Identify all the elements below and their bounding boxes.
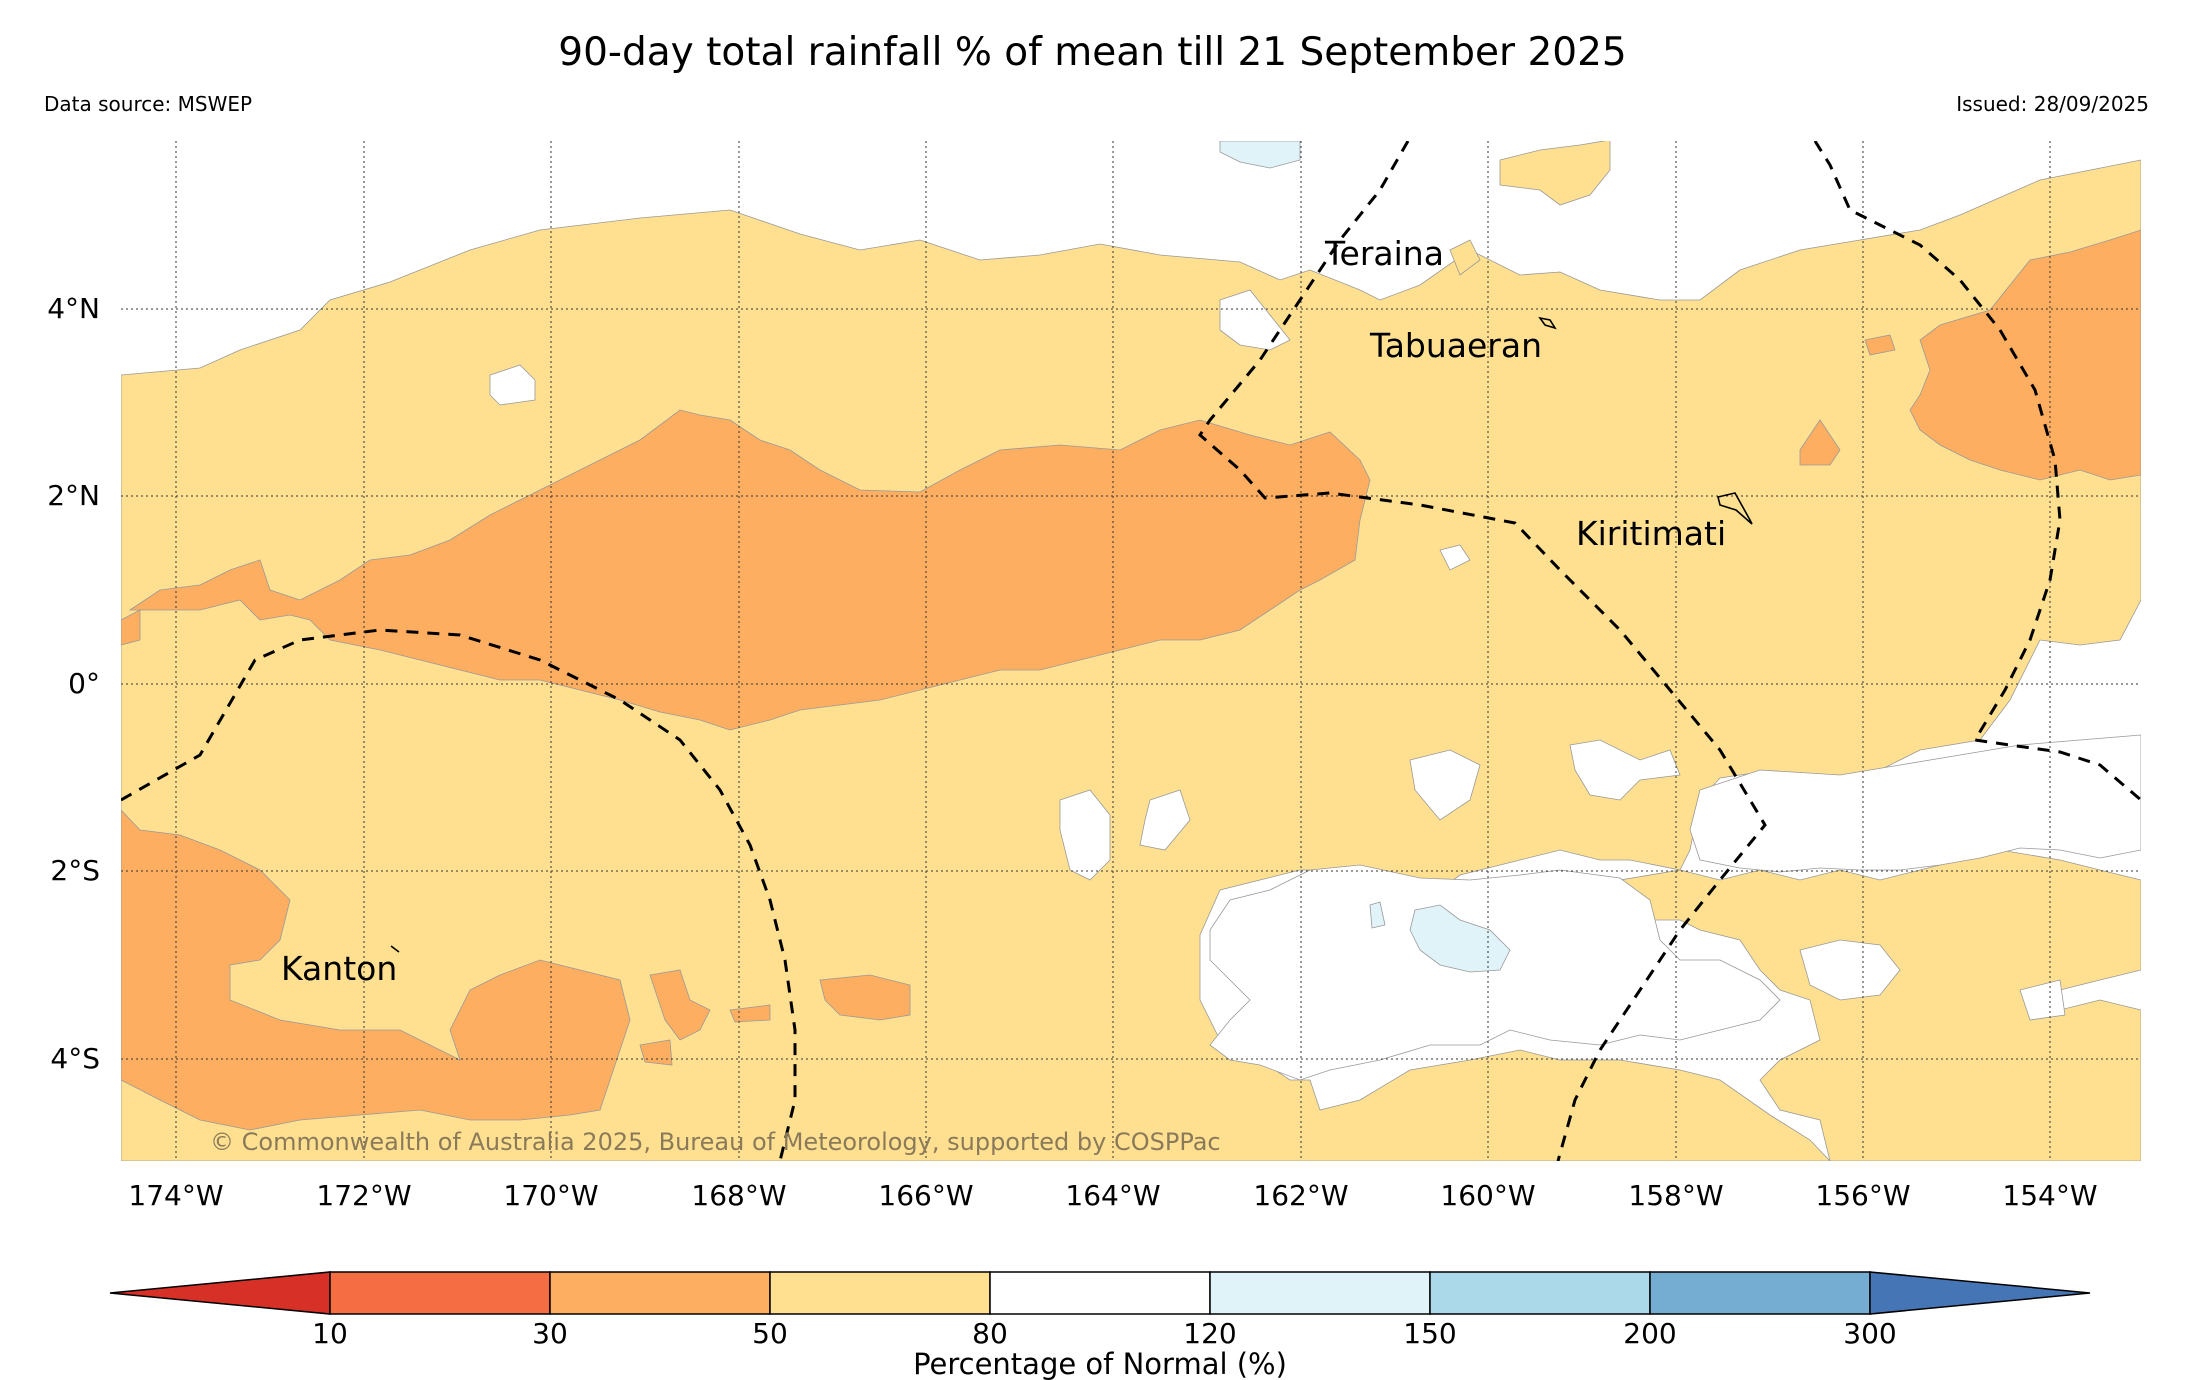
lon-tick-170w: 170°W <box>503 1179 598 1212</box>
colorbar-120-150 <box>1209 1271 1431 1315</box>
lat-tick-2s: 2°S <box>50 854 100 887</box>
colorbar-above-300 <box>1869 1271 2091 1315</box>
band-120-150-south-small <box>1369 901 1386 929</box>
colorbar-10-30 <box>329 1271 551 1315</box>
lon-tick-168w: 168°W <box>691 1179 786 1212</box>
band-80-120-east-pocket-2 <box>2019 979 2066 1021</box>
band-120-150-north <box>1219 141 1301 169</box>
lat-tick-2n: 2°N <box>47 479 100 512</box>
place-kiritimati: Kiritimati <box>1576 514 1726 553</box>
longitude-tick-labels: 174°W 172°W 170°W 168°W 166°W 164°W 162°… <box>128 1179 2097 1212</box>
place-tabuaeran: Tabuaeran <box>1369 326 1542 365</box>
band-80-120-hole-4 <box>1409 749 1481 821</box>
colorbar-tick-labels: 10 30 50 80 120 150 200 300 <box>312 1317 1897 1350</box>
data-source-label: Data source: MSWEP <box>44 92 253 116</box>
lon-tick-154w: 154°W <box>2002 1179 2097 1212</box>
cb-tick-10: 10 <box>312 1317 348 1350</box>
map-title: 90-day total rainfall % of mean till 21 … <box>558 30 1627 75</box>
place-kanton: Kanton <box>281 949 397 988</box>
island-outlines <box>390 316 1753 953</box>
band-80-120-hole-1 <box>489 364 536 406</box>
band-50-80-main <box>121 159 2141 1161</box>
cb-tick-150: 150 <box>1403 1317 1456 1350</box>
latitude-tick-labels: 4°N 2°N 0° 2°S 4°S <box>47 292 100 1075</box>
band-50-80-small-north <box>1449 239 1481 276</box>
lat-tick-4n: 4°N <box>47 292 100 325</box>
band-80-120-east-lower <box>1689 734 2141 873</box>
colorbar-50-80 <box>769 1271 991 1315</box>
band-80-120-hole-7 <box>1569 739 1681 801</box>
lon-tick-166w: 166°W <box>878 1179 973 1212</box>
colorbar-below-10 <box>109 1271 331 1315</box>
cb-tick-200: 200 <box>1623 1317 1676 1350</box>
band-30-50-small-east <box>1799 419 1841 466</box>
map-plot-area: © Commonwealth of Australia 2025, Bureau… <box>121 141 2141 1161</box>
lat-tick-0: 0° <box>68 667 100 700</box>
band-30-50-east <box>1909 229 2141 481</box>
band-80-120-hole-5 <box>1059 789 1111 881</box>
map-gridlines <box>121 141 2141 1161</box>
colorbar-200-300 <box>1649 1271 1871 1315</box>
cb-tick-50: 50 <box>752 1317 788 1350</box>
band-30-50-small-east-2 <box>1864 334 1896 356</box>
lat-tick-4s: 4°S <box>50 1042 100 1075</box>
lon-tick-172w: 172°W <box>316 1179 411 1212</box>
band-80-120-hole-2 <box>1219 289 1291 351</box>
eez-boundaries <box>121 141 2141 1161</box>
band-120-150-south <box>1409 904 1511 973</box>
lon-tick-162w: 162°W <box>1253 1179 1348 1212</box>
lon-tick-164w: 164°W <box>1065 1179 1160 1212</box>
colorbar-150-200 <box>1429 1271 1651 1315</box>
cb-tick-300: 300 <box>1843 1317 1896 1350</box>
band-30-50-southwest <box>121 809 631 1131</box>
colorbar-80-120 <box>989 1271 1211 1315</box>
band-30-50-small-south-1 <box>649 969 711 1041</box>
colorbar-label: Percentage of Normal (%) <box>913 1347 1287 1380</box>
band-80-120-hole-3 <box>1439 544 1471 571</box>
band-80-120-hole-6 <box>1139 789 1191 851</box>
band-50-80-north-blob <box>1499 141 1611 206</box>
lon-tick-160w: 160°W <box>1440 1179 1535 1212</box>
band-30-50-small-south-3 <box>729 1004 771 1023</box>
place-teraina: Teraina <box>1324 234 1444 273</box>
band-30-50-small-west <box>121 609 141 646</box>
band-30-50-small-south-2 <box>819 974 911 1021</box>
copyright-notice: © Commonwealth of Australia 2025, Bureau… <box>210 1128 1221 1156</box>
lon-tick-156w: 156°W <box>1815 1179 1910 1212</box>
cb-tick-120: 120 <box>1183 1317 1236 1350</box>
issued-date-label: Issued: 28/09/2025 <box>1956 92 2149 116</box>
colorbar-30-50 <box>549 1271 771 1315</box>
lon-tick-174w: 174°W <box>128 1179 223 1212</box>
lon-tick-158w: 158°W <box>1628 1179 1723 1212</box>
band-80-120-east-pocket <box>1799 939 1901 1001</box>
band-30-50-central <box>128 409 1371 731</box>
band-50-80-southeast <box>1619 849 2141 1161</box>
cb-tick-30: 30 <box>532 1317 568 1350</box>
cb-tick-80: 80 <box>972 1317 1008 1350</box>
colorbar <box>109 1271 2091 1315</box>
band-80-120-southcenter <box>1209 864 1781 1081</box>
